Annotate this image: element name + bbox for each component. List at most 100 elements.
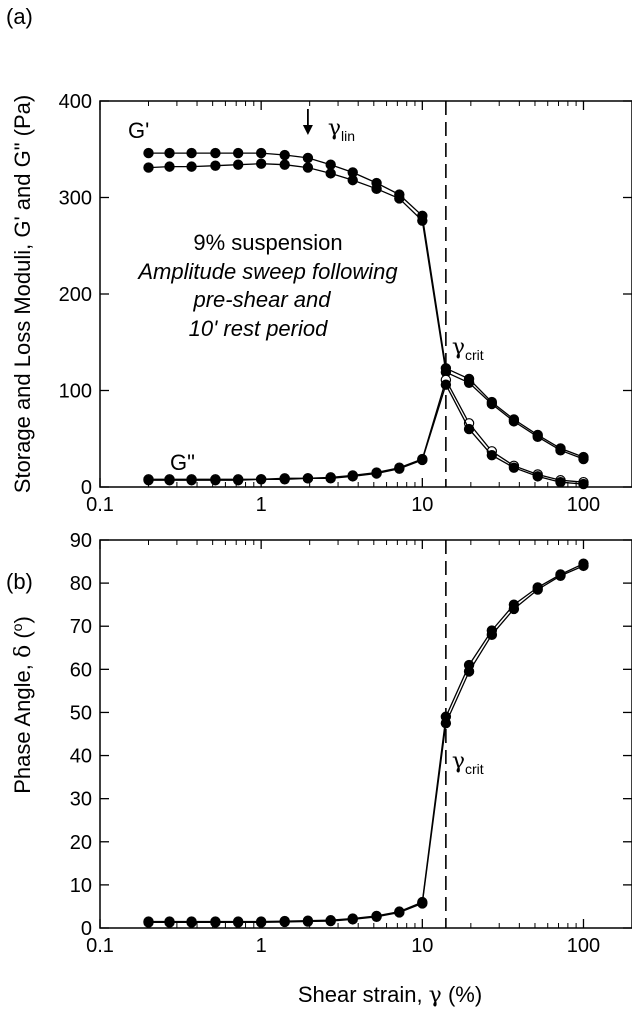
data-point	[347, 471, 358, 482]
data-point	[578, 478, 589, 490]
panel-b-plot-frame	[99, 539, 632, 929]
data-point	[210, 160, 221, 171]
data-point	[394, 193, 405, 204]
y-tick-label: 50	[70, 702, 92, 724]
gamma-crit-label-b: γcrit	[452, 749, 484, 777]
data-point	[255, 147, 267, 159]
y-tick-label: 10	[70, 875, 92, 897]
data-point	[371, 911, 382, 922]
description-line-2: Amplitude sweep following	[136, 259, 398, 284]
data-point	[232, 147, 244, 159]
data-point	[164, 475, 175, 486]
gdoubleprime-label: G"	[170, 450, 195, 475]
data-point	[186, 917, 197, 928]
gprime-label: G'	[128, 118, 149, 143]
x-tick-label: 100	[567, 935, 600, 957]
data-point	[186, 147, 197, 159]
y-tick-label: 100	[59, 381, 92, 403]
data-point	[164, 161, 175, 172]
panel-a-series	[143, 147, 589, 490]
data-point	[463, 423, 475, 435]
panel-b-label: (b)	[6, 569, 33, 594]
x-tick-label: 0.1	[86, 494, 114, 516]
data-point	[325, 168, 336, 179]
panel-a-moduli-chart: (a) Storage and Loss Moduli, G' and G" (…	[6, 4, 632, 516]
data-point	[508, 603, 520, 615]
data-point	[532, 431, 543, 443]
data-point	[232, 159, 244, 170]
series-2	[143, 560, 589, 928]
panel-a-label: (a)	[6, 4, 33, 29]
data-point	[302, 916, 314, 927]
data-point	[486, 449, 498, 461]
panel-b-phase-angle-chart: (b) Phase Angle, δ (o) 0.1 1 10 100 0 10 20 30 4…	[6, 530, 632, 957]
data-point	[394, 463, 405, 474]
y-tick-label: 400	[59, 91, 92, 113]
data-point	[255, 474, 267, 485]
data-point	[555, 445, 566, 456]
x-tick-label: 1	[256, 494, 267, 516]
data-point	[463, 377, 475, 388]
gamma-lin-arrow	[302, 109, 313, 135]
data-point	[440, 379, 452, 390]
data-point	[532, 584, 543, 595]
panel-a-y-axis-title: Storage and Loss Moduli, G' and G" (Pa)	[10, 95, 35, 493]
x-tick-label: 1	[256, 935, 267, 957]
data-point	[371, 183, 382, 195]
y-tick-label: 0	[81, 918, 92, 940]
data-point	[232, 917, 244, 928]
data-point	[555, 570, 566, 581]
data-point	[394, 907, 405, 918]
data-point	[302, 473, 314, 484]
data-point	[143, 917, 154, 928]
panel-a-ticks	[99, 100, 632, 488]
panel-a-plot-frame	[99, 100, 632, 488]
description-line-4: 10' rest period	[189, 316, 328, 341]
data-point	[186, 161, 197, 172]
y-tick-label: 70	[70, 616, 92, 638]
data-point	[371, 468, 382, 479]
data-point	[417, 215, 428, 226]
data-point	[279, 916, 290, 928]
data-point	[463, 666, 475, 677]
data-point	[486, 629, 498, 641]
description-line-1: 9% suspension	[193, 230, 342, 255]
data-point	[255, 917, 267, 928]
data-point	[325, 473, 336, 484]
panel-b-y-axis-title: Phase Angle, δ (o)	[9, 616, 36, 794]
panel-a-description: 9% suspension Amplitude sweep following …	[136, 230, 398, 341]
gamma-lin-label: γlin	[328, 116, 355, 144]
data-point	[302, 162, 314, 173]
x-tick-label: 10	[411, 935, 433, 957]
data-point	[417, 454, 428, 466]
data-point	[508, 416, 520, 427]
data-point	[143, 475, 154, 486]
data-point	[255, 158, 267, 169]
y-tick-label: 300	[59, 188, 92, 210]
data-point	[186, 475, 197, 486]
panel-a-tick-labels: 0.1 1 10 100 0 100 200 300 400	[59, 91, 601, 516]
data-point	[532, 471, 543, 482]
series-2	[143, 158, 589, 465]
y-tick-label: 0	[81, 477, 92, 499]
x-axis-title: Shear strain, γ (%)	[298, 982, 482, 1008]
description-line-3: pre-shear and	[193, 287, 332, 312]
x-tick-label: 0.1	[86, 935, 114, 957]
y-tick-label: 30	[70, 789, 92, 811]
y-tick-label: 90	[70, 530, 92, 552]
data-point	[164, 147, 175, 159]
panel-b-ticks	[99, 539, 632, 929]
data-point	[417, 898, 428, 909]
data-point	[279, 149, 290, 161]
panel-b-tick-labels: 0.1 1 10 100 0 10 20 30 40 50 60 70 80 90	[70, 530, 600, 957]
panel-b-series	[143, 558, 589, 928]
data-point	[210, 147, 221, 159]
y-tick-label: 60	[70, 659, 92, 681]
series-4	[143, 379, 589, 490]
y-tick-label: 40	[70, 746, 92, 768]
series-1	[143, 558, 589, 927]
data-point	[210, 917, 221, 928]
gamma-crit-label-a: γcrit	[452, 335, 484, 363]
data-point	[143, 162, 154, 173]
